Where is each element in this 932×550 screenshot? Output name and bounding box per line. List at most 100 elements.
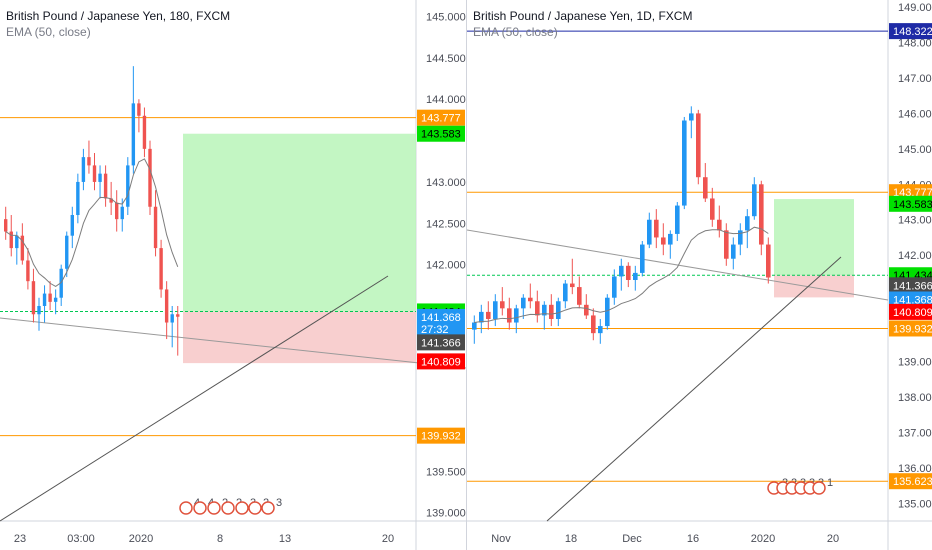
trend-line <box>0 275 389 522</box>
price-tick-label: 136.000 <box>898 463 932 475</box>
event-marker-icon <box>179 501 193 515</box>
candle-body <box>170 314 174 323</box>
price-tick-label: 142.000 <box>898 250 932 262</box>
candle-body <box>626 265 631 280</box>
candle-body <box>612 276 617 298</box>
time-tick-label: 20 <box>382 533 394 545</box>
price-tick-label: 139.000 <box>898 357 932 369</box>
candle-body <box>528 297 533 302</box>
candle-body <box>59 268 63 298</box>
indicator-label-left: EMA (50, close) <box>6 25 91 39</box>
time-tick-label: 23 <box>14 533 26 545</box>
candle-body <box>126 165 130 207</box>
candle-body <box>675 205 680 234</box>
price-tick-label: 139.000 <box>426 508 466 520</box>
time-tick-label: 13 <box>279 533 291 545</box>
chart-legend-right: British Pound / Japanese Yen, 1D, FXCM E… <box>473 8 692 40</box>
time-tick-label: 8 <box>217 533 223 545</box>
candle-body <box>710 198 715 220</box>
price-tick-label: 135.000 <box>898 498 932 510</box>
price-tag-label: 140.809 <box>893 307 932 319</box>
time-tick-label: 16 <box>687 533 699 545</box>
candle-body <box>535 301 540 316</box>
price-tick-label: 145.000 <box>426 12 466 24</box>
candle-body <box>500 301 505 309</box>
candle-body <box>619 265 624 277</box>
candle-body <box>640 244 645 273</box>
price-tag-bg <box>889 473 932 490</box>
price-tag-label: 135.623 <box>893 476 932 488</box>
symbol-label-left: British Pound / Japanese Yen, 180, FXCM <box>6 9 231 23</box>
candle-body <box>37 305 41 315</box>
price-tick-label: 149.000 <box>898 2 932 14</box>
candle-body <box>682 120 687 206</box>
candle-body <box>148 148 152 207</box>
price-tag-label: 139.932 <box>421 431 461 443</box>
candle-body <box>15 235 19 249</box>
price-tag-bg <box>417 308 465 325</box>
candle-body <box>131 103 136 166</box>
candle-body <box>65 235 69 269</box>
price-tick-label: 146.000 <box>898 108 932 120</box>
candle-body <box>696 113 701 178</box>
time-tick-label: Nov <box>491 533 511 545</box>
price-tag-bg <box>417 321 465 338</box>
time-tick-label: 2020 <box>129 533 153 545</box>
candle-body <box>689 113 694 121</box>
price-tag-bg <box>889 303 932 320</box>
candle-body <box>53 297 58 302</box>
time-tick-label: 03:00 <box>67 533 95 545</box>
event-marker-icon <box>207 501 221 515</box>
candle-body <box>486 311 491 319</box>
price-tag-label: 141.366 <box>421 337 461 349</box>
chart-pane-left[interactable]: 145.000 144.500 144.000 143.000 142.500 142.0… <box>0 0 466 550</box>
profit-zone <box>774 199 854 276</box>
loss-zone <box>774 275 854 298</box>
candle-body <box>26 260 30 282</box>
chart-legend-left: British Pound / Japanese Yen, 180, FXCM … <box>6 8 230 40</box>
chart-canvas-left[interactable]: 145.000 144.500 144.000 143.000 142.500 142.0… <box>0 0 466 550</box>
event-marker-icon <box>221 501 235 515</box>
candle-body <box>103 173 108 199</box>
price-tag-bg <box>417 334 465 351</box>
profit-zone <box>183 133 416 312</box>
event-marker-label: 1 <box>827 477 833 489</box>
candle-body <box>584 304 589 316</box>
candle-body <box>556 301 561 319</box>
price-tag-bg <box>417 353 465 370</box>
price-tag-bg <box>889 320 932 337</box>
price-tag-bg <box>889 291 932 308</box>
candle-body <box>493 301 498 319</box>
candle-body <box>70 215 74 236</box>
candle-body <box>549 304 554 319</box>
chart-pane-right[interactable]: 149.000148.000147.000146.000145.000144.0… <box>467 0 932 550</box>
price-tag-bg <box>889 195 932 212</box>
candle-body <box>724 230 729 259</box>
candle-body <box>703 177 708 199</box>
price-tag-label: 141.366 <box>893 280 932 292</box>
grey-trend-line <box>467 229 889 301</box>
price-tick-label: 148.000 <box>898 38 932 50</box>
candle-body <box>661 237 666 245</box>
candle-body <box>605 297 610 327</box>
candle-body <box>76 181 80 216</box>
candle-body <box>563 283 568 302</box>
price-tick-label: 144.500 <box>426 53 466 65</box>
price-tick-label: 139.500 <box>426 466 466 478</box>
candle-body <box>42 293 47 306</box>
candle-body <box>109 198 113 203</box>
candle-body <box>507 308 512 323</box>
grey-trend-line <box>0 317 466 369</box>
ema-line <box>474 226 769 324</box>
candle-body <box>479 311 484 323</box>
price-tag-label: 139.932 <box>893 323 932 335</box>
candle-body <box>137 103 141 116</box>
ema-line <box>5 158 179 288</box>
candle-body <box>48 293 52 302</box>
price-tick-label: 142.000 <box>426 260 466 272</box>
candle-body <box>717 219 722 231</box>
price-tick-label: 143.000 <box>426 177 466 189</box>
pane-divider[interactable] <box>466 0 467 550</box>
chart-canvas-right[interactable]: 149.000148.000147.000146.000145.000144.0… <box>467 0 932 550</box>
candle-body <box>731 244 736 259</box>
